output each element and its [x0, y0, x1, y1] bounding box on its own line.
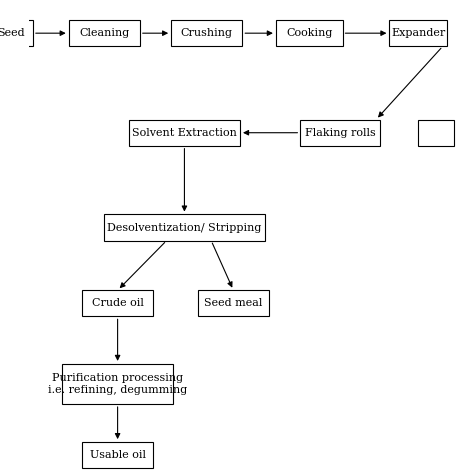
Text: Cooking: Cooking — [286, 28, 332, 38]
Text: Crushing: Crushing — [181, 28, 233, 38]
Text: Cleaning: Cleaning — [79, 28, 129, 38]
FancyBboxPatch shape — [82, 290, 153, 317]
FancyBboxPatch shape — [419, 120, 454, 146]
FancyBboxPatch shape — [198, 290, 269, 317]
FancyBboxPatch shape — [276, 20, 343, 46]
Text: Desolventization/ Stripping: Desolventization/ Stripping — [107, 222, 262, 233]
Text: Crude oil: Crude oil — [91, 298, 144, 309]
FancyBboxPatch shape — [82, 442, 153, 468]
FancyBboxPatch shape — [300, 120, 381, 146]
Text: Solvent Extraction: Solvent Extraction — [132, 128, 237, 138]
Text: Expander: Expander — [391, 28, 446, 38]
FancyBboxPatch shape — [0, 20, 33, 46]
FancyBboxPatch shape — [389, 20, 447, 46]
Text: Seed: Seed — [0, 28, 25, 38]
FancyBboxPatch shape — [129, 120, 240, 146]
FancyBboxPatch shape — [69, 20, 140, 46]
FancyBboxPatch shape — [171, 20, 242, 46]
FancyBboxPatch shape — [104, 215, 264, 241]
Text: Flaking rolls: Flaking rolls — [305, 128, 376, 138]
Text: Seed meal: Seed meal — [204, 298, 263, 309]
Text: Usable oil: Usable oil — [90, 450, 146, 460]
FancyBboxPatch shape — [62, 364, 173, 404]
Text: Purification processing
i.e. refining, degumming: Purification processing i.e. refining, d… — [48, 373, 187, 395]
